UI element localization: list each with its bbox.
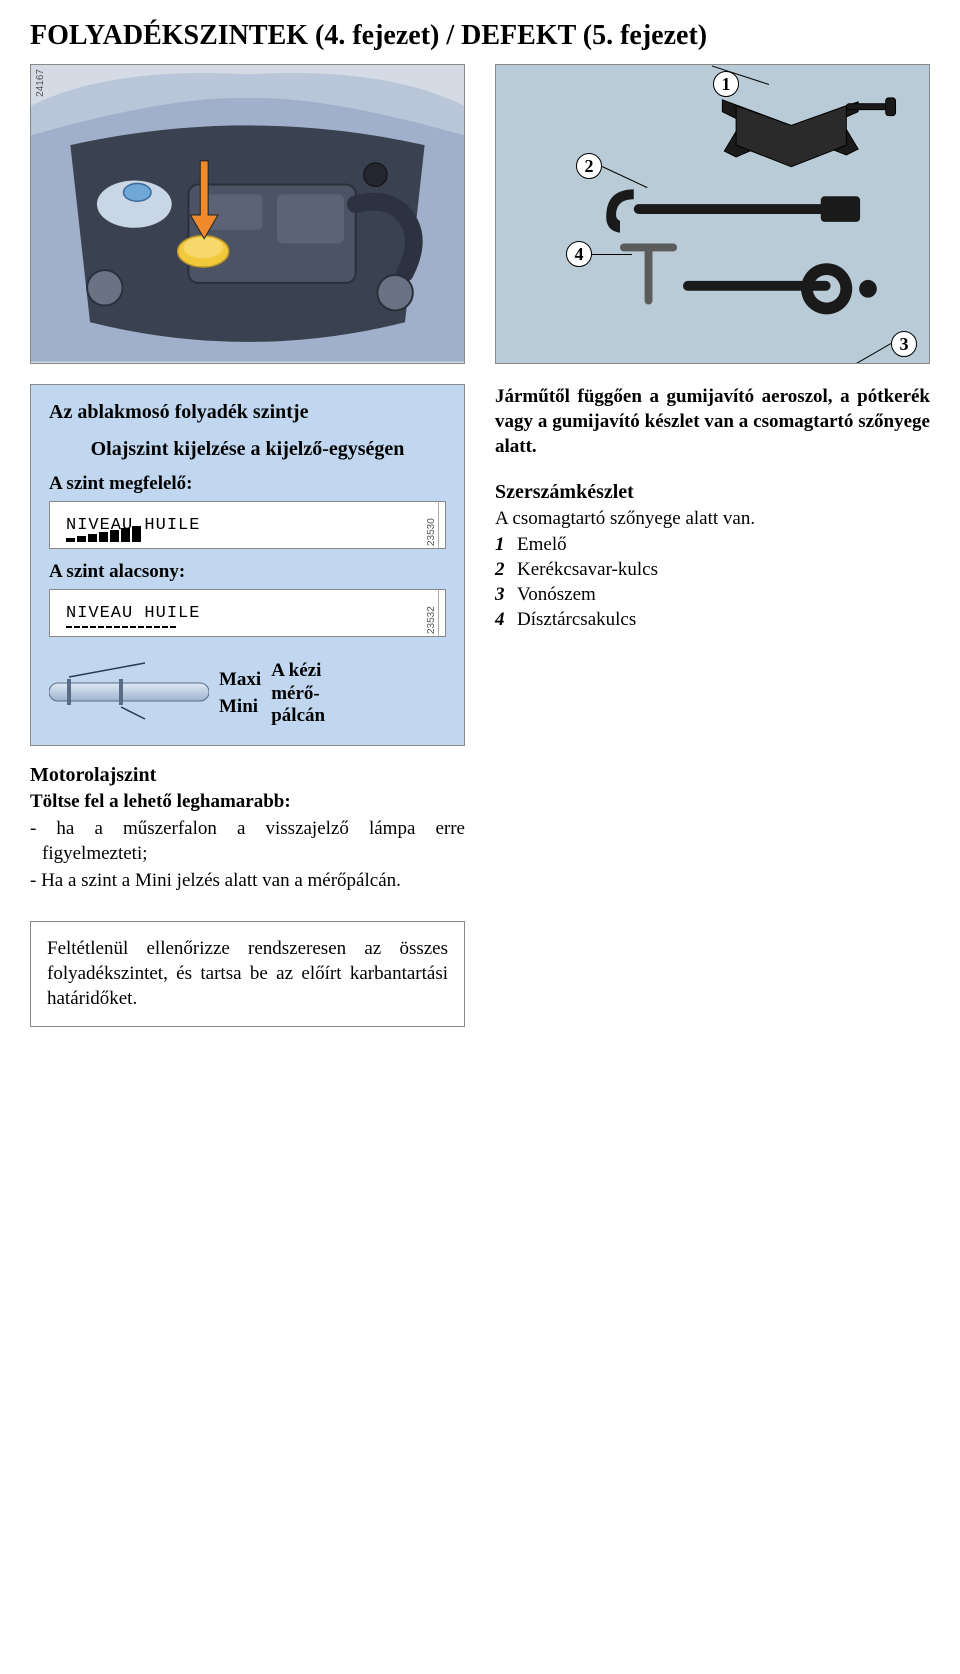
- lcd-low-dashes: [66, 626, 176, 628]
- right-column: 1 2 3 4 Járműtől függően a gumijavító ae…: [495, 64, 930, 1027]
- callout-4: 4: [566, 241, 592, 267]
- dip-desc-3: pálcán: [271, 705, 325, 728]
- callout-3: 3: [891, 331, 917, 357]
- oil-bullet-1: - ha a műszerfalon a visszajelző lámpa e…: [30, 816, 465, 866]
- panel-heading: Az ablakmosó folyadék szintje: [49, 401, 446, 424]
- level-low-label: A szint alacsony:: [49, 561, 446, 583]
- tool-item-1: 1 Emelő: [495, 534, 930, 556]
- tools-figure: 1 2 3 4: [495, 64, 930, 364]
- toolkit-line-text: A csomagtartó szőnyege alatt van.: [495, 506, 930, 531]
- panel-subheading: Olajszint kijelzése a kijelző-egységen: [49, 438, 446, 461]
- tool-label-3: Vonószem: [517, 584, 596, 606]
- leader-4: [592, 254, 632, 255]
- oil-level-panel: Az ablakmosó folyadék szintje Olajszint …: [30, 384, 465, 746]
- callout-1: 1: [713, 71, 739, 97]
- tool-label-1: Emelő: [517, 534, 567, 556]
- level-ok-label: A szint megfelelő:: [49, 473, 446, 495]
- tool-label-4: Dísztárcsakulcs: [517, 609, 636, 631]
- dipstick-row: Maxi Mini A kézi mérő- pálcán: [49, 659, 446, 729]
- lcd-ok-code: 23530: [425, 502, 439, 548]
- tool-num-4: 4: [495, 609, 517, 631]
- tool-num-1: 1: [495, 534, 517, 556]
- right-intro-text: Járműtől függően a gumijavító aeroszol, …: [495, 384, 930, 459]
- tool-num-2: 2: [495, 559, 517, 581]
- tools-illustration: [496, 65, 929, 363]
- dipstick-illustration: [49, 659, 209, 729]
- two-column-layout: 24167: [30, 64, 930, 1027]
- toolkit-line: A csomagtartó szőnyege alatt van.: [495, 506, 930, 531]
- tool-label-2: Kerékcsavar-kulcs: [517, 559, 658, 581]
- left-column: 24167: [30, 64, 465, 1027]
- oil-lead: Töltse fel a lehető leghamarabb:: [30, 789, 465, 814]
- oil-heading: Motorolajszint: [30, 764, 465, 787]
- toolkit-heading: Szerszámkészlet: [495, 481, 930, 504]
- page-title: FOLYADÉKSZINTEK (4. fejezet) / DEFEKT (5…: [30, 20, 930, 52]
- figure-code: 24167: [35, 69, 46, 97]
- dip-desc-2: mérő-: [271, 683, 325, 706]
- engine-bay-illustration: [31, 65, 464, 363]
- engine-bay-figure: 24167: [30, 64, 465, 364]
- lcd-low: NIVEAU HUILE 23532: [49, 589, 446, 637]
- oil-bullet-2: - Ha a szint a Mini jelzés alatt van a m…: [30, 868, 465, 893]
- lcd-ok-bars: [66, 526, 141, 542]
- dip-mini: Mini: [219, 694, 261, 721]
- tool-item-2: 2 Kerékcsavar-kulcs: [495, 559, 930, 581]
- callout-2: 2: [576, 153, 602, 179]
- maintenance-note: Feltétlenül ellenőrizze rendszeresen az …: [30, 921, 465, 1026]
- lcd-low-text: NIVEAU HUILE: [66, 604, 200, 623]
- tool-num-3: 3: [495, 584, 517, 606]
- dipstick-desc: A kézi mérő- pálcán: [271, 660, 325, 728]
- tool-item-3: 3 Vonószem: [495, 584, 930, 606]
- tool-item-4: 4 Dísztárcsakulcs: [495, 609, 930, 631]
- lcd-ok: NIVEAU HUILE 23530: [49, 501, 446, 549]
- dip-desc-1: A kézi: [271, 660, 325, 683]
- dipstick-minmax: Maxi Mini: [219, 667, 261, 720]
- oil-lead-text: Töltse fel a lehető leghamarabb:: [30, 791, 291, 812]
- lcd-low-code: 23532: [425, 590, 439, 636]
- right-intro: Járműtől függően a gumijavító aeroszol, …: [495, 384, 930, 459]
- oil-body: Töltse fel a lehető leghamarabb: - ha a …: [30, 789, 465, 893]
- dip-maxi: Maxi: [219, 667, 261, 694]
